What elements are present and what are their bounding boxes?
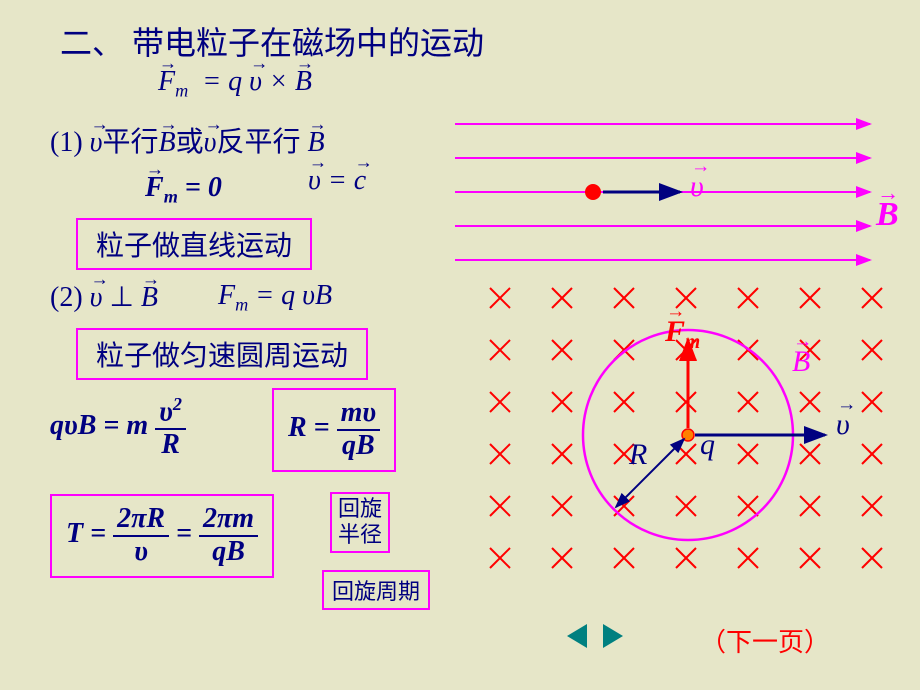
- eq-period: T = 2πRυ = 2πmqB: [50, 494, 274, 578]
- case2-heading: (2) υ ⊥ B: [50, 280, 158, 314]
- eq-centripetal: qυB = m υ2R: [50, 394, 186, 461]
- label-B-circle: B: [792, 345, 810, 379]
- section-title: 二、 带电粒子在磁场中的运动: [60, 18, 484, 64]
- orbit-circle: [583, 330, 793, 540]
- eq-lorentz-force: Fm = q υ × B: [158, 66, 312, 102]
- eq-fm-zero: Fm = 0: [145, 172, 222, 208]
- label-Fm: Fm: [665, 315, 700, 354]
- label-R: R: [629, 438, 647, 472]
- eq-fm-qvb: Fm = q υB: [218, 280, 332, 316]
- eq-v-c: υ = c: [308, 165, 366, 197]
- radius-arrow: [616, 439, 684, 507]
- label-q: q: [700, 428, 715, 462]
- box-period-label: 回旋周期: [322, 570, 430, 610]
- case1-heading: (1) υ平行B或υ反平行 B: [50, 120, 325, 160]
- eq-radius: R = mυqB: [272, 388, 396, 472]
- label-B-top: B: [876, 196, 899, 234]
- prev-button[interactable]: [567, 624, 587, 648]
- box-linear-motion: 粒子做直线运动: [76, 218, 312, 270]
- label-v-circle: υ: [836, 408, 850, 442]
- label-v-top: υ: [690, 170, 704, 204]
- particle-dot: [585, 184, 601, 200]
- orbit-center: [682, 429, 694, 441]
- box-circular-motion: 粒子做匀速圆周运动: [76, 328, 368, 380]
- next-button[interactable]: [603, 624, 623, 648]
- next-page-link[interactable]: （下一页）: [700, 622, 830, 659]
- box-radius-label: 回旋半径: [330, 492, 390, 553]
